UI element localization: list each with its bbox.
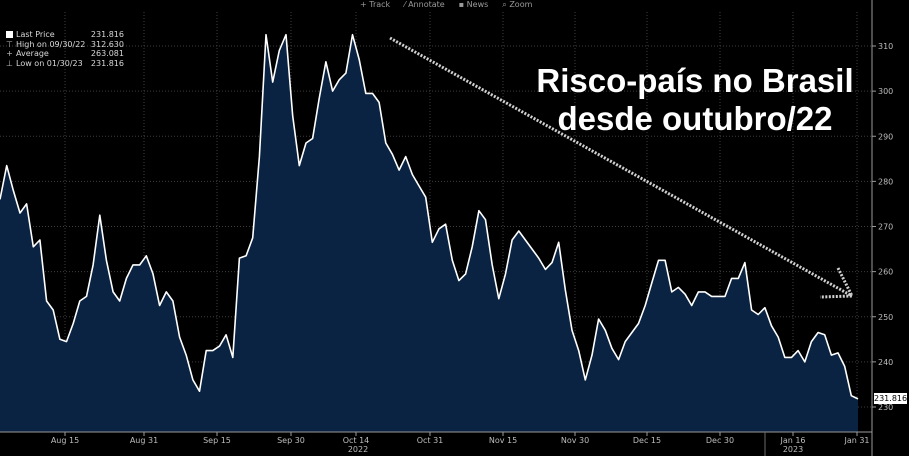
x-tick-label: Oct 31 (417, 436, 444, 445)
y-tick-label: 310 (878, 42, 893, 51)
legend-average-label: Average (16, 49, 49, 59)
low-marker-icon: ⊥ (6, 58, 13, 68)
y-tick-label: 230 (878, 403, 893, 412)
legend-row-average: + Average 263.081 (6, 49, 124, 59)
headline-line-2: desde outubro/22 (557, 100, 833, 137)
news-button[interactable]: ▪ News (458, 0, 489, 9)
annotate-button[interactable]: ⁄ Annotate (404, 0, 445, 9)
x-tick-label: Nov 15 (489, 436, 517, 445)
x-tick-label: Jan 31 (843, 436, 869, 445)
legend-low-value: 231.816 (90, 58, 124, 68)
chart-legend: Last Price 231.816 ⊤ High on 09/30/22 312… (6, 30, 124, 68)
legend-row-low: ⊥ Low on 01/30/23 231.816 (6, 59, 124, 69)
x-tick-label: Aug 15 (51, 436, 79, 445)
zoom-label: Zoom (509, 0, 533, 9)
chart-toolbar: + Track ⁄ Annotate ▪ News ⌕ Zoom (360, 0, 532, 12)
annotate-label: Annotate (408, 0, 445, 9)
price-line (0, 33, 859, 400)
legend-row-last: Last Price 231.816 (6, 30, 124, 40)
series-swatch (6, 31, 13, 38)
high-marker-icon: ⊤ (6, 39, 13, 49)
legend-high-value: 312.630 (90, 39, 124, 49)
news-label: News (466, 0, 489, 9)
x-tick-label: Oct 14 (343, 436, 370, 445)
track-button[interactable]: + Track (360, 0, 391, 9)
trend-arrow (389, 36, 855, 299)
average-marker-icon: + (6, 49, 13, 59)
y-tick-label: 290 (878, 132, 893, 141)
x-tick-label: Jan 16 (779, 436, 805, 445)
legend-last-value: 231.816 (90, 30, 124, 39)
x-tick-label: Sep 15 (203, 436, 231, 445)
x-tick-label: Sep 30 (277, 436, 305, 445)
legend-low-label: Low on 01/30/23 (16, 58, 83, 68)
y-tick-label: 300 (878, 87, 893, 96)
chart-headline: Risco-país no Brasil desde outubro/22 (520, 62, 870, 138)
headline-line-1: Risco-país no Brasil (536, 62, 854, 99)
legend-high-label: High on 09/30/22 (16, 39, 86, 49)
year-label: 2022 (348, 445, 368, 454)
y-tick-label: 280 (878, 177, 893, 186)
legend-last-label: Last Price (16, 30, 55, 39)
x-tick-label: Dec 30 (706, 436, 734, 445)
y-tick-label: 240 (878, 358, 893, 367)
price-area (0, 34, 858, 432)
x-tick-label: Aug 31 (130, 436, 158, 445)
x-tick-label: Dec 15 (633, 436, 661, 445)
legend-average-value: 263.081 (90, 49, 124, 59)
x-tick-label: Nov 30 (561, 436, 589, 445)
x-axis: Aug 15 Aug 31 Sep 15 Sep 30 Oct 14 Oct 31 Nov … (0, 431, 872, 456)
y-tick-label: 260 (878, 268, 893, 277)
zoom-button[interactable]: ⌕ Zoom (502, 0, 533, 9)
track-label: Track (369, 0, 391, 9)
y-axis: 230 240 250 260 270 280 290 300 310 (871, 0, 893, 456)
last-price-tag: 231.816 (874, 393, 908, 404)
legend-row-high: ⊤ High on 09/30/22 312.630 (6, 40, 124, 50)
y-tick-label: 250 (878, 313, 893, 322)
y-tick-label: 270 (878, 223, 893, 232)
year-label: 2023 (783, 445, 803, 454)
